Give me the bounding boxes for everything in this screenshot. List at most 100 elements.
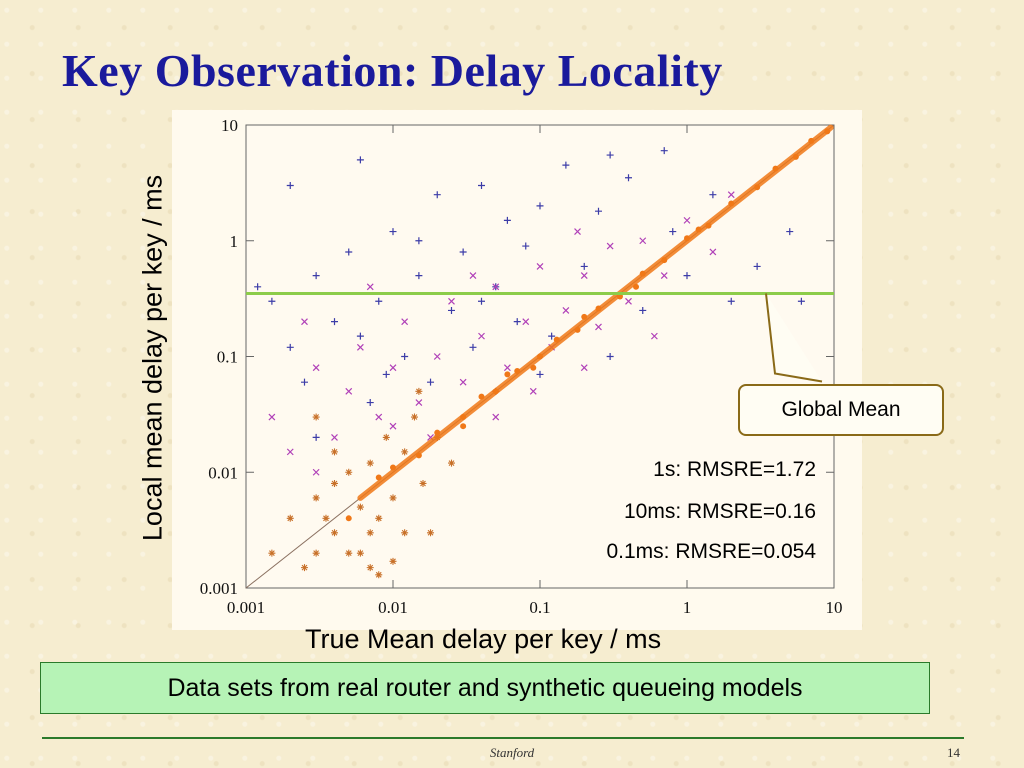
data-source-note: Data sets from real router and synthetic… (40, 662, 930, 714)
data-point-plus (606, 353, 614, 360)
data-point-plus (433, 191, 441, 199)
data-point-star (312, 413, 320, 421)
data-point-cross (312, 364, 320, 372)
data-point-plus (478, 182, 486, 190)
data-point-star (366, 529, 374, 537)
data-point-star (286, 514, 294, 522)
data-point-cross (459, 378, 467, 386)
data-point-star (268, 549, 276, 557)
data-point-star (401, 448, 409, 456)
data-point-cross (433, 353, 441, 360)
data-point-plus (562, 161, 570, 169)
data-point-star (366, 564, 374, 572)
data-point-cross (536, 263, 544, 270)
rmsre-1s: 1s: RMSRE=1.72 (653, 458, 816, 481)
data-point-cross (580, 272, 588, 280)
x-axis-label: True Mean delay per key / ms (305, 624, 662, 654)
data-point-star (375, 571, 383, 579)
diagonal-dense-band (357, 124, 834, 501)
data-point-star (366, 459, 374, 467)
data-point-cross (522, 318, 530, 326)
y-tick-label: 0.001 (200, 579, 238, 598)
data-point-cross (727, 191, 735, 199)
plot-area: 0.001 0.01 0.1 1 10 10 1 0.1 0.01 0.001 (172, 110, 862, 630)
data-point-star (401, 529, 409, 537)
data-point-plus (427, 378, 435, 386)
data-point-plus (727, 297, 735, 305)
data-point-star (382, 433, 390, 441)
data-point-plus (415, 272, 423, 280)
data-point-star (312, 549, 320, 557)
data-point-plus (548, 332, 556, 340)
data-point-star (419, 479, 427, 487)
rmsre-10ms: 10ms: RMSRE=0.16 (624, 500, 816, 523)
data-point-cross (478, 332, 485, 340)
data-point-plus (606, 151, 614, 159)
data-point-plus (286, 343, 294, 351)
global-mean-callout: Global Mean (738, 384, 944, 436)
data-point-cross (286, 448, 294, 456)
data-point-plus (522, 242, 530, 250)
data-point-cross (469, 272, 477, 280)
data-point-cross (366, 283, 374, 291)
data-point-cross (492, 413, 500, 421)
data-point-plus (312, 272, 320, 280)
data-point-cross (650, 332, 658, 340)
data-point-plus (625, 174, 633, 182)
data-point-plus (356, 156, 364, 164)
y-axis-label: Local mean delay per key / ms (137, 174, 168, 542)
data-point-star (322, 514, 330, 522)
data-point-plus (312, 433, 320, 441)
data-point-plus (415, 237, 423, 245)
data-point-plus (331, 318, 339, 326)
footer-divider (42, 737, 964, 739)
data-point-cross (389, 422, 397, 430)
data-point-star (427, 529, 435, 537)
data-point-star (345, 549, 353, 557)
data-point-plus (366, 399, 374, 407)
data-point-star (375, 514, 383, 522)
data-point-plus (753, 262, 761, 270)
data-point-cross (625, 297, 632, 305)
data-point-cross (268, 413, 276, 421)
data-point-star (447, 459, 455, 467)
data-point-plus (268, 297, 276, 305)
data-point-star (312, 494, 320, 502)
data-point-cross (529, 387, 537, 395)
data-point-cross (503, 364, 511, 372)
data-point-plus (459, 248, 467, 256)
data-point-plus (639, 306, 647, 314)
data-point-cross (312, 468, 320, 476)
data-point-plus (286, 182, 294, 190)
data-point-cross (301, 318, 308, 326)
data-point-plus (536, 370, 544, 378)
data-point-star (356, 549, 364, 557)
data-point-cross (574, 228, 581, 236)
data-point-star (331, 448, 339, 456)
data-point-cross (492, 283, 500, 291)
data-point-cross (448, 297, 455, 305)
x-tick-label: 1 (683, 598, 692, 617)
data-point-star (300, 564, 308, 572)
data-point-star (410, 413, 418, 421)
data-point-plus (797, 297, 805, 305)
data-point-plus (345, 248, 353, 256)
rmsre-01ms: 0.1ms: RMSRE=0.054 (606, 540, 816, 563)
data-point-star (389, 494, 397, 502)
data-point-plus (401, 353, 409, 360)
data-point-cross (595, 323, 602, 331)
data-point-cross (580, 364, 588, 372)
data-point-cross (660, 272, 668, 280)
data-point-plus (469, 343, 477, 351)
data-point-plus (580, 262, 588, 270)
data-point-dot (345, 515, 352, 522)
data-point-cross (345, 387, 353, 395)
slide-title: Key Observation: Delay Locality (62, 45, 723, 96)
x-tick-label: 10 (826, 598, 843, 617)
data-point-plus (503, 216, 511, 224)
data-point-star (389, 557, 397, 565)
data-point-dot (460, 423, 467, 430)
data-point-star (331, 529, 339, 537)
y-tick-label: 10 (221, 116, 238, 135)
data-point-cross (415, 399, 423, 406)
